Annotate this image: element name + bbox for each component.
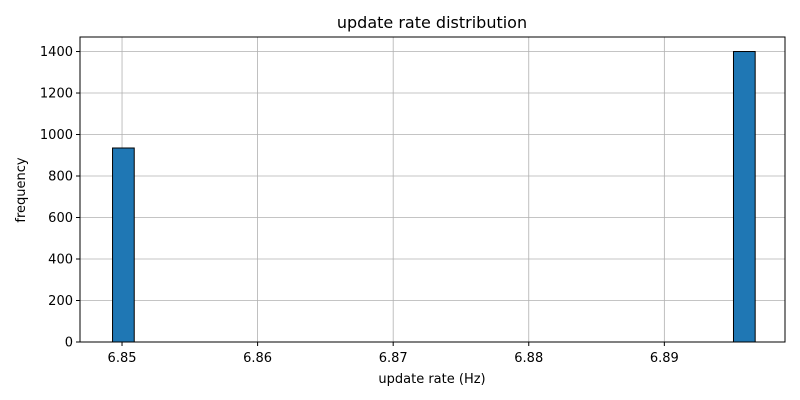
x-tick-label: 6.86 — [243, 351, 272, 366]
y-tick-label: 400 — [48, 253, 73, 268]
axes — [76, 36, 786, 346]
histogram-bar — [732, 51, 756, 343]
x-tick-label: 6.87 — [379, 351, 408, 366]
x-tick-label: 6.89 — [650, 351, 679, 366]
histogram-bar — [112, 147, 135, 343]
tick-labels: 6.85 6.86 6.87 6.88 6.89 0 200 400 600 800 1000 120… — [40, 45, 679, 366]
x-axis-label: update rate (Hz) — [378, 372, 485, 387]
y-tick-label: 1200 — [40, 87, 73, 102]
y-tick-label: 800 — [48, 170, 73, 185]
x-tick-label: 6.88 — [514, 351, 543, 366]
grid-lines — [80, 37, 785, 343]
y-tick-label: 200 — [48, 294, 73, 309]
y-tick-label: 0 — [65, 336, 73, 351]
chart-title: update rate distribution — [337, 13, 527, 32]
y-tick-label: 1400 — [40, 45, 73, 60]
y-tick-label: 600 — [48, 211, 73, 226]
plot-frame — [79, 36, 786, 343]
y-axis-label: frequency — [14, 157, 29, 223]
x-tick-label: 6.85 — [108, 351, 137, 366]
y-tick-label: 1000 — [40, 128, 73, 143]
